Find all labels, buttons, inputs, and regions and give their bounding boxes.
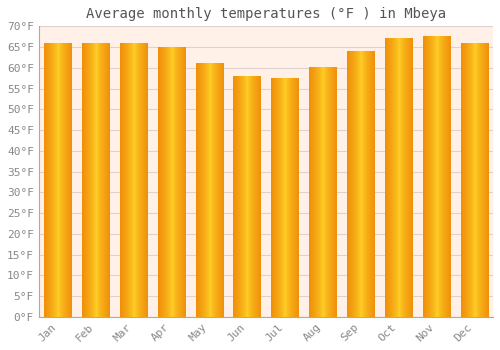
Title: Average monthly temperatures (°F ) in Mbeya: Average monthly temperatures (°F ) in Mb…: [86, 7, 446, 21]
